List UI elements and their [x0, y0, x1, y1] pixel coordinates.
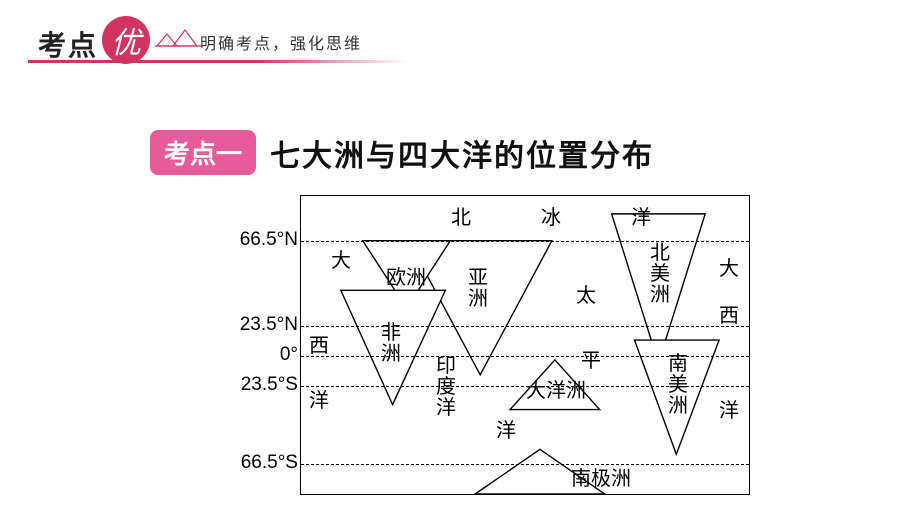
ocean-label-atlantic_w3: 洋: [309, 391, 329, 412]
latitude-label: 66.5°N: [240, 229, 298, 251]
ocean-label-atlantic_e1: 大: [719, 259, 739, 280]
continent-label-s_america: 南美洲: [668, 354, 688, 417]
map-frame: 亚洲欧洲非洲北美洲南美洲大洋洲南极洲北冰洋太平洋大西洋大西洋印度洋: [300, 195, 750, 495]
header-underline: [28, 60, 408, 63]
continent-label-australia: 大洋洲: [526, 381, 586, 402]
ocean-label-indian: 印度洋: [436, 356, 456, 419]
ocean-label-pacific_2: 平: [581, 351, 601, 372]
ocean-label-atlantic_w1: 大: [331, 251, 351, 272]
ocean-label-atlantic_e2: 西: [719, 306, 739, 327]
map-container: 66.5°N 23.5°N 0° 23.5°S 66.5°S 亚洲 欧洲非洲 北美洲南美洲 大…: [230, 195, 760, 495]
section-heading: 考点一 七大洲与四大洋的位置分布: [150, 130, 654, 175]
header-badge: 考点 优: [30, 20, 190, 62]
latitude-line: [301, 464, 749, 465]
ocean-label-arctic_2: 冰: [541, 208, 561, 229]
latitude-label: 23.5°S: [241, 374, 298, 396]
continent-label-europe: 欧洲: [386, 268, 426, 289]
ocean-label-pacific_1: 太: [576, 286, 596, 307]
continent-label-n_america: 北美洲: [650, 243, 670, 306]
continent-label-asia: 亚洲: [468, 268, 488, 310]
section-title: 七大洲与四大洋的位置分布: [270, 131, 654, 175]
badge-decoration: [155, 26, 205, 55]
ocean-label-arctic_3: 洋: [631, 208, 651, 229]
section-badge: 考点一: [150, 130, 256, 175]
continent-label-antarctica: 南极洲: [571, 469, 631, 490]
latitude-line: [301, 241, 749, 242]
continent-label-africa: 非洲: [381, 323, 401, 365]
badge-circle: 优: [102, 16, 150, 64]
latitude-label: 66.5°S: [241, 452, 298, 474]
latitude-label: 23.5°N: [240, 314, 298, 336]
badge-left-text: 考点: [38, 24, 98, 64]
header-subtitle: 明确考点，强化思维: [200, 30, 362, 54]
latitude-label: 0°: [280, 344, 298, 366]
ocean-label-atlantic_w2: 西: [309, 336, 329, 357]
latitude-line: [301, 326, 749, 327]
ocean-label-atlantic_e3: 洋: [719, 401, 739, 422]
ocean-label-arctic_1: 北: [451, 208, 471, 229]
ocean-label-pacific_3: 洋: [496, 421, 516, 442]
header: 考点 优: [30, 20, 190, 62]
